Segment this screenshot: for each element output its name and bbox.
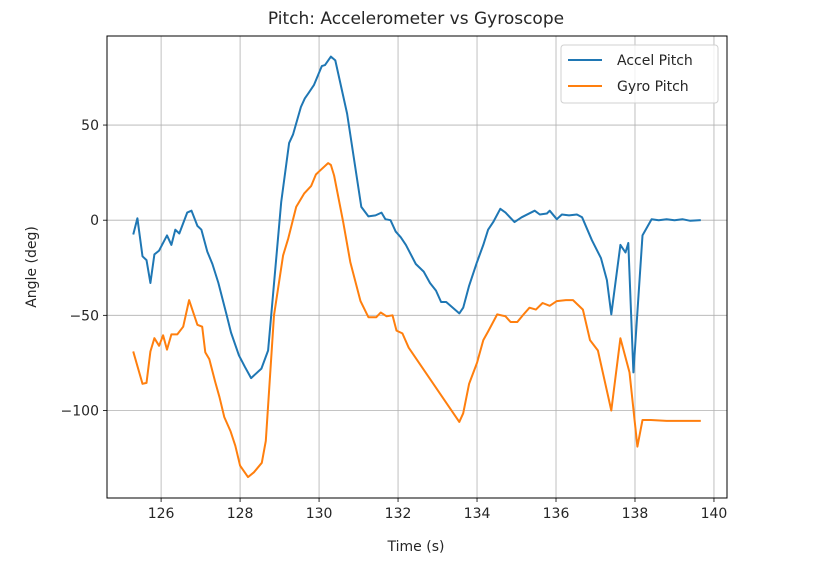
legend-label-accel: Accel Pitch <box>617 53 693 69</box>
gyro-pitch-line <box>132 162 701 479</box>
y-axis-ticks: −100 −50 0 50 <box>61 118 107 419</box>
y-axis-label: Angle (deg) <box>24 226 40 308</box>
x-axis-label: Time (s) <box>387 539 445 555</box>
y-tick-label: 0 <box>90 213 99 229</box>
grid-lines <box>107 36 727 498</box>
y-tick-label: 50 <box>81 118 99 134</box>
x-tick-label: 126 <box>148 506 175 522</box>
legend-label-gyro: Gyro Pitch <box>617 79 689 95</box>
x-tick-label: 140 <box>701 506 728 522</box>
accel-pitch-line <box>132 55 701 380</box>
y-tick-label: −100 <box>61 403 99 419</box>
chart-title: Pitch: Accelerometer vs Gyroscope <box>268 9 564 29</box>
axes-frame <box>106 35 728 499</box>
x-tick-label: 136 <box>543 506 570 522</box>
x-tick-label: 128 <box>227 506 254 522</box>
legend: Accel Pitch Gyro Pitch <box>560 44 719 104</box>
x-tick-label: 130 <box>306 506 333 522</box>
x-tick-label: 138 <box>622 506 649 522</box>
plot-series <box>132 55 701 479</box>
y-tick-label: −50 <box>69 308 99 324</box>
x-axis-ticks: 126 128 130 132 134 136 138 140 <box>148 498 728 522</box>
x-tick-label: 134 <box>464 506 491 522</box>
x-tick-label: 132 <box>385 506 412 522</box>
